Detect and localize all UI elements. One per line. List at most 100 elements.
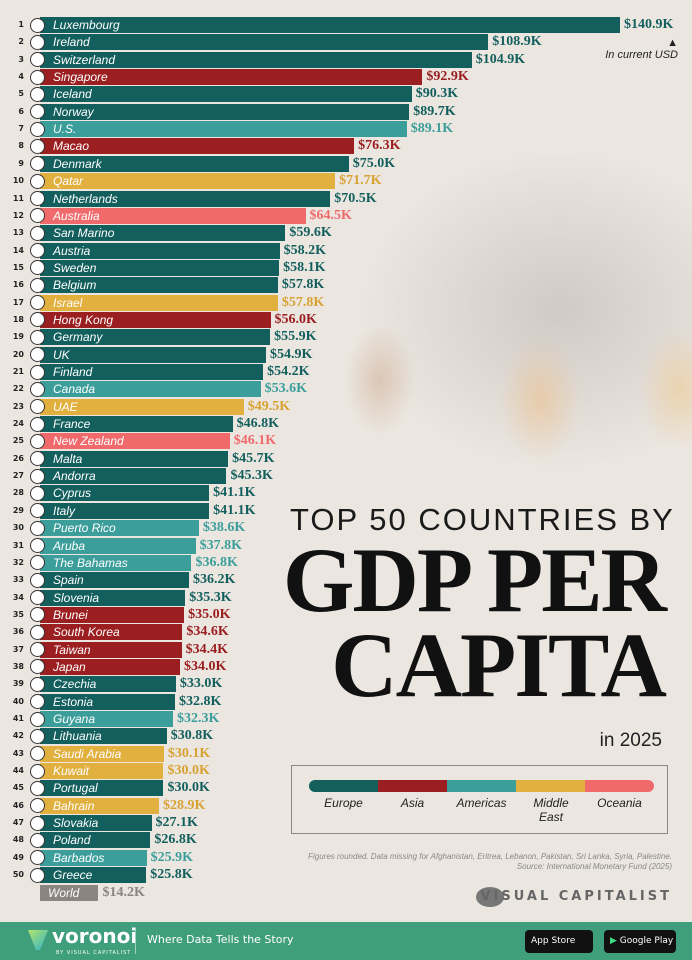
value-label: $108.9K [492, 34, 542, 50]
rank-label: 31 [12, 540, 24, 550]
legend-label: Americas [456, 796, 507, 810]
rank-label: 11 [12, 193, 24, 203]
footnote-missing: Figures rounded. Data missing for Afghan… [308, 852, 672, 861]
bar [40, 641, 182, 658]
flag-icon [30, 191, 45, 206]
country-label: France [53, 417, 91, 432]
bar [40, 728, 167, 745]
flag-icon [30, 590, 45, 606]
title-line-2: GDP PER [282, 529, 667, 631]
google-play-button[interactable]: ▶ Google Play [604, 930, 676, 953]
value-label: $92.9K [426, 69, 469, 85]
bar [40, 780, 164, 797]
country-label: Kuwait [53, 764, 90, 779]
country-label: Spain [53, 573, 84, 588]
legend-swatch [447, 780, 516, 792]
legend-swatch [516, 780, 585, 792]
value-label: $36.8K [195, 554, 238, 570]
value-label: $53.6K [264, 381, 308, 397]
voronoi-wordmark[interactable]: voronoi [52, 924, 138, 948]
country-label: Denmark [53, 156, 102, 171]
rank-label: 42 [12, 731, 24, 741]
bar [40, 502, 210, 519]
value-label: $46.1K [233, 433, 277, 449]
flag-icon [30, 156, 45, 172]
country-label: Malta [53, 451, 83, 466]
bar [40, 190, 331, 207]
country-label: South Korea [53, 625, 120, 640]
country-label: Norway [53, 104, 94, 119]
rank-label: 40 [12, 696, 24, 706]
country-label: Ireland [53, 35, 90, 50]
country-label: Taiwan [53, 642, 91, 657]
flag-icon [30, 34, 45, 50]
unit-note-text: In current USD [605, 49, 678, 61]
country-label: U.S. [53, 122, 77, 137]
legend-swatch [585, 780, 654, 792]
rank-label: 12 [12, 210, 24, 220]
flag-icon [30, 86, 45, 102]
rank-label: 46 [12, 800, 24, 810]
country-label: Czechia [53, 677, 97, 692]
bar [40, 259, 280, 276]
voronoi-sub: BY VISUAL CAPITALIST [56, 950, 132, 956]
country-label: Netherlands [53, 191, 118, 206]
bar [40, 398, 244, 415]
bar [40, 815, 152, 832]
flag-icon [30, 538, 45, 553]
flag-icon [30, 503, 45, 519]
bar [40, 763, 164, 780]
value-label: $59.6K [289, 225, 332, 241]
flag-icon [30, 225, 45, 241]
flag-icon [30, 433, 45, 449]
legend-label: Middle East [533, 796, 569, 824]
country-label: Lithuania [53, 729, 102, 744]
flag-icon [30, 451, 45, 467]
value-label: $58.1K [283, 259, 326, 275]
bar [40, 121, 407, 138]
flag-icon [30, 728, 45, 744]
flag-icon [30, 347, 45, 363]
bar [40, 364, 264, 380]
bar [40, 173, 336, 190]
bar [40, 346, 266, 363]
country-label: Switzerland [53, 52, 116, 67]
country-label: Bahrain [53, 798, 95, 813]
value-label: $64.5K [309, 207, 352, 223]
rank-label: 34 [12, 592, 24, 602]
value-label: $54.9K [269, 346, 313, 362]
rank-label: 28 [12, 488, 24, 498]
legend: Europe Asia Americas Middle East Oceania [291, 765, 668, 834]
country-label: Italy [53, 503, 76, 518]
rank-label: 43 [12, 748, 24, 758]
value-label: $49.5K [247, 398, 291, 414]
country-label: Poland [53, 833, 91, 848]
value-label: $57.8K [281, 277, 325, 293]
flag-icon [30, 104, 45, 120]
bar [40, 294, 278, 311]
flag-icon [30, 624, 45, 640]
app-store-button[interactable]: App Store [525, 930, 593, 953]
flag-icon [30, 485, 45, 501]
legend-label: Asia [400, 796, 425, 810]
flag-icon [30, 746, 45, 762]
bar [40, 832, 151, 849]
value-label: $55.9K [274, 329, 317, 345]
country-label: Brunei [53, 607, 88, 622]
country-label: Sweden [53, 260, 97, 275]
legend-swatch [309, 780, 378, 792]
country-label: Estonia [53, 694, 94, 709]
country-label: Luxembourg [53, 18, 120, 32]
value-label: $140.9K [624, 17, 674, 32]
rank-label: 2 [18, 37, 24, 47]
rank-label: 50 [12, 870, 24, 880]
flag-icon [30, 468, 45, 484]
bar [40, 884, 99, 901]
value-label: $41.1K [213, 502, 256, 518]
country-label: Hong Kong [53, 312, 114, 327]
rank-label: 17 [12, 297, 24, 307]
country-label: San Marino [53, 226, 115, 241]
value-label: $89.7K [413, 103, 456, 119]
country-label: World [48, 885, 80, 900]
value-label: $32.3K [176, 711, 220, 726]
